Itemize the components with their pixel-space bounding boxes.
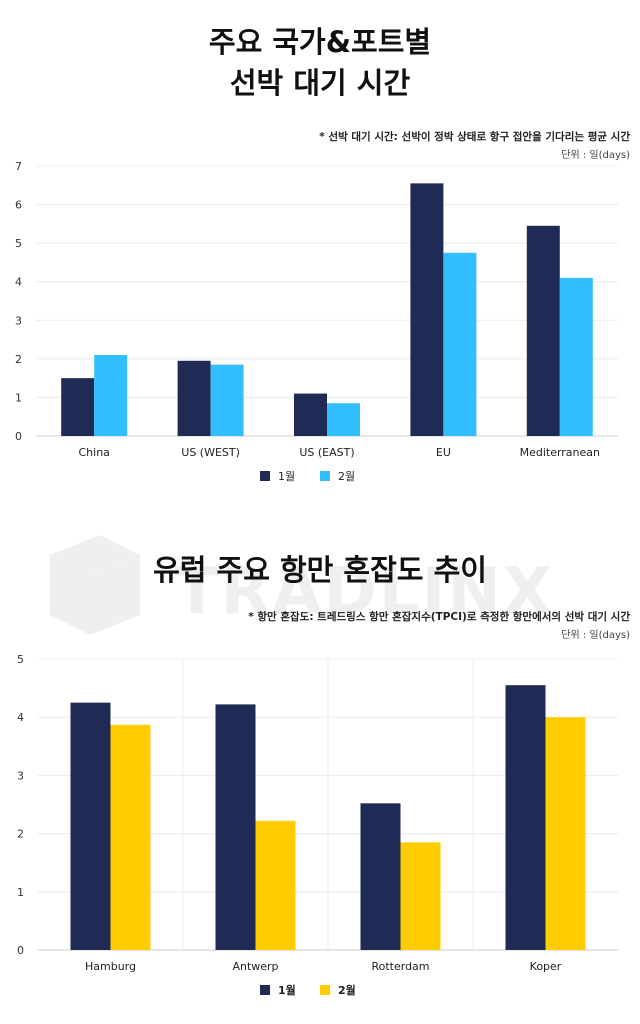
x-tick-label: US (WEST) [181, 446, 240, 459]
chart2-note: * 항만 혼잡도: 트레드링스 항만 혼잡지수(TPCI)로 측정한 항만에서의… [248, 611, 630, 623]
x-tick-label: Rotterdam [371, 960, 429, 973]
y-tick-label: 3 [17, 769, 24, 782]
y-tick-label: 1 [15, 391, 22, 404]
bar-2월-US (EAST) [327, 403, 360, 436]
legend-label: 2월 [338, 470, 355, 483]
y-tick-label: 6 [15, 199, 22, 212]
x-tick-label: Antwerp [232, 960, 278, 973]
y-tick-label: 5 [15, 237, 22, 250]
bar-1월-Hamburg [70, 702, 111, 950]
bar-1월-US (WEST) [177, 360, 211, 436]
bar-2월-US (WEST) [210, 364, 244, 436]
y-tick-label: 2 [15, 353, 22, 366]
bar-2월-Mediterranean [559, 277, 593, 436]
x-tick-label: Mediterranean [520, 446, 600, 459]
chart1-title-line2: 선박 대기 시간 [229, 66, 411, 100]
chart1-note: * 선박 대기 시간: 선박이 정박 상태로 항구 접안을 기다리는 평균 시간 [319, 131, 630, 143]
x-tick-label: EU [436, 446, 451, 459]
bar-2월-China [94, 355, 128, 436]
legend-label: 1월 [278, 983, 296, 997]
x-tick-label: China [78, 446, 109, 459]
chart1-title: 주요 국가&포트별 선박 대기 시간 [0, 22, 640, 104]
x-tick-label: Hamburg [85, 960, 136, 973]
bar-1월-China [61, 378, 95, 436]
bar-2월-Antwerp [255, 820, 296, 950]
legend-label: 1월 [278, 470, 295, 483]
y-tick-label: 3 [15, 314, 22, 327]
bar-1월-EU [410, 183, 444, 436]
legend-swatch [320, 985, 330, 995]
chart2-plot: 0 1 2 3 4 5 Hamburg Antwerp Rotterdam Koper 1월 2월 [17, 653, 618, 997]
bar-1월-Antwerp [215, 704, 256, 950]
legend-swatch [260, 985, 270, 995]
bar-1월-Mediterranean [526, 225, 560, 436]
chart1-unit: 단위 : 일(days) [561, 150, 630, 161]
x-tick-label: Koper [530, 960, 562, 973]
y-tick-label: 1 [17, 886, 24, 899]
legend-label: 2월 [338, 983, 356, 997]
bar-1월-Rotterdam [360, 803, 401, 950]
y-tick-label: 2 [17, 828, 24, 841]
bar-1월-Koper [505, 685, 546, 950]
y-tick-label: 7 [15, 160, 22, 173]
chart2-title: 유럽 주요 항만 혼잡도 추이 [153, 553, 487, 587]
y-tick-label: 4 [17, 711, 24, 724]
chart2-unit: 단위 : 일(days) [561, 630, 630, 641]
x-tick-label: US (EAST) [299, 446, 354, 459]
bar-2월-EU [443, 252, 477, 436]
legend-swatch [260, 471, 270, 481]
legend-swatch [320, 471, 330, 481]
bar-2월-Koper [545, 717, 586, 950]
y-tick-label: 0 [15, 430, 22, 443]
chart1-plot: 0 1 2 3 4 5 6 7 China US (WEST) US (EAST) EU Mediter… [15, 160, 618, 483]
bar-2월-Hamburg [110, 724, 151, 950]
chart1-title-line1: 주요 국가&포트별 [208, 25, 432, 59]
y-tick-label: 0 [17, 944, 24, 957]
bar-2월-Rotterdam [400, 842, 441, 950]
bar-1월-US (EAST) [294, 393, 327, 436]
y-tick-label: 5 [17, 653, 24, 666]
y-tick-label: 4 [15, 276, 22, 289]
